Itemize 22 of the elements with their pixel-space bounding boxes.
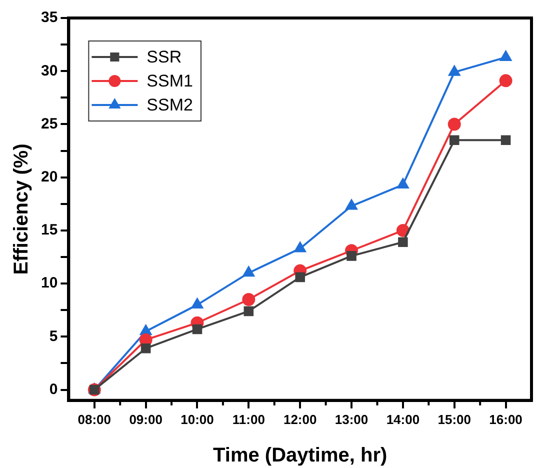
y-tick-label: 35 — [40, 9, 58, 26]
x-tick-label: 11:00 — [232, 412, 265, 427]
y-tick-label: 5 — [49, 328, 58, 345]
y-tick-label: 0 — [49, 380, 58, 398]
x-tick-label: 08:00 — [78, 412, 112, 427]
y-tick-label: 10 — [40, 274, 58, 292]
x-tick-label: 13:00 — [334, 412, 368, 427]
x-axis-title: Time (Daytime, hr) — [213, 444, 388, 467]
x-tick-label: 10:00 — [180, 412, 214, 427]
y-axis-title: Efficiency (%) — [10, 144, 33, 275]
x-tick-label: 15:00 — [438, 412, 471, 427]
y-tick-label: 25 — [40, 115, 58, 132]
y-tick-label: 15 — [40, 222, 58, 239]
legend-label: SSM1 — [146, 72, 193, 91]
legend-label: SSM2 — [146, 96, 193, 115]
x-tick-label: 14:00 — [386, 412, 420, 427]
x-tick-label: 09:00 — [129, 412, 162, 427]
legend-label: SSR — [146, 48, 182, 67]
x-tick-label: 12:00 — [283, 412, 317, 427]
y-tick-label: 20 — [40, 168, 58, 186]
y-tick-label: 30 — [40, 62, 58, 80]
x-tick-label: 16:00 — [489, 412, 522, 427]
